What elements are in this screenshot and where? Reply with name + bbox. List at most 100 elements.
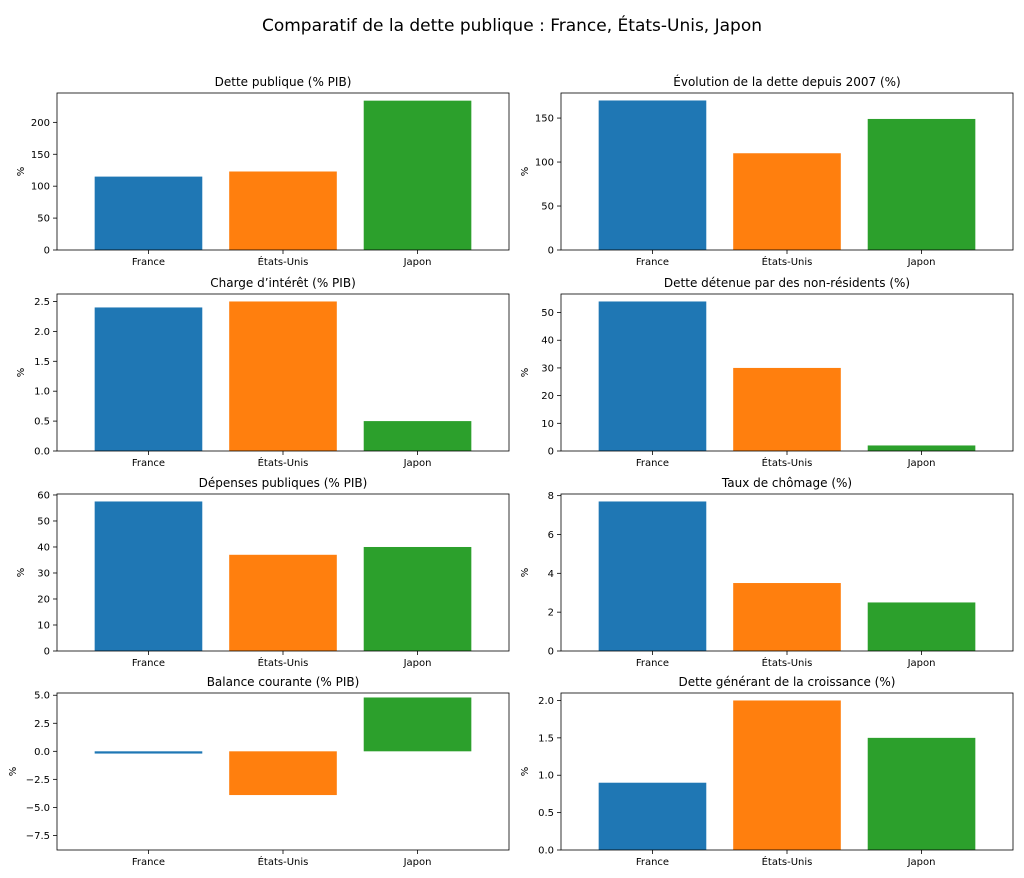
y-axis-label: % — [8, 767, 19, 777]
y-tick-label: 2.0 — [538, 696, 554, 707]
y-tick-label: 2.5 — [34, 719, 50, 730]
y-tick-label: −5.0 — [26, 803, 50, 814]
y-tick-label: 20 — [541, 391, 554, 402]
x-tick-label: France — [132, 257, 165, 268]
subplot-4: Dette détenue par des non-résidents (%) F… — [520, 276, 1014, 469]
y-tick-label: 1.0 — [538, 771, 554, 782]
y-tick-label: 0 — [548, 447, 554, 458]
bar-france — [598, 100, 707, 250]
y-tick-label: 40 — [541, 336, 554, 347]
y-tick-label: 150 — [535, 114, 554, 125]
subplot-7: Balance courante (% PIB) France États-Unis… — [8, 675, 510, 868]
y-tick-label: 0 — [44, 647, 50, 658]
subplot-2: Évolution de la dette depuis 2007 (%) Fra… — [520, 74, 1014, 268]
y-tick-label: 8 — [548, 491, 554, 502]
x-tick-label: Japon — [907, 257, 936, 268]
bar-tatsunis — [733, 153, 841, 250]
y-tick-label: 0 — [44, 246, 50, 257]
y-tick-label: 30 — [37, 568, 50, 579]
subplot-title: Dépenses publiques (% PIB) — [199, 476, 368, 490]
y-tick-label: 0 — [548, 246, 554, 257]
y-axis-label: % — [520, 568, 531, 578]
y-tick-label: 30 — [541, 363, 554, 374]
x-tick-label: Japon — [907, 458, 936, 469]
axes-frame — [56, 493, 510, 652]
x-tick-label: États-Unis — [258, 855, 309, 868]
subplot-8: Dette générant de la croissance (%) Franc… — [520, 675, 1014, 868]
figure-title: Comparatif de la dette publique : France… — [261, 16, 763, 36]
x-tick-label: France — [636, 857, 669, 868]
y-tick-label: 10 — [541, 419, 554, 430]
subplot-title: Dette générant de la croissance (%) — [679, 675, 896, 689]
y-tick-label: 20 — [37, 594, 50, 605]
x-tick-label: France — [132, 658, 165, 669]
x-tick-label: États-Unis — [762, 656, 813, 669]
y-tick-label: 100 — [535, 158, 554, 169]
bar-tatsunis — [229, 171, 337, 250]
bar-tatsunis — [733, 700, 841, 850]
y-tick-label: 1.5 — [34, 357, 50, 368]
x-tick-label: France — [132, 857, 165, 868]
x-tick-label: États-Unis — [762, 255, 813, 268]
subplot-3: Charge d’intérêt (% PIB) France États-Unis… — [16, 276, 510, 469]
bar-tatsunis — [733, 583, 841, 651]
y-tick-label: 50 — [541, 308, 554, 319]
subplot-title: Évolution de la dette depuis 2007 (%) — [673, 74, 900, 89]
y-tick-label: 0 — [548, 647, 554, 658]
bar-france — [94, 501, 203, 651]
y-tick-label: 50 — [37, 214, 50, 225]
y-axis-label: % — [16, 568, 27, 578]
axes-frame — [560, 493, 1014, 652]
x-tick-label: États-Unis — [762, 456, 813, 469]
x-tick-label: France — [132, 458, 165, 469]
subplot-5: Dépenses publiques (% PIB) France États-Un… — [16, 476, 510, 669]
x-tick-label: États-Unis — [258, 456, 309, 469]
subplot-6: Taux de chômage (%) France États-Unis Japon… — [520, 476, 1014, 669]
y-tick-label: −2.5 — [26, 775, 50, 786]
y-axis-label: % — [16, 368, 27, 378]
bar-japon — [363, 421, 472, 451]
bar-tatsunis — [229, 554, 337, 651]
axes-frame — [56, 92, 510, 251]
bar-japon — [867, 602, 976, 651]
axes-frame — [560, 692, 1014, 851]
y-tick-label: 100 — [31, 182, 50, 193]
bar-france — [598, 501, 707, 651]
bar-tatsunis — [229, 301, 337, 451]
y-tick-label: 2.5 — [34, 297, 50, 308]
subplot-1: Dette publique (% PIB) France États-Unis Ja… — [16, 75, 510, 268]
bar-france — [94, 176, 203, 250]
y-tick-label: 0.5 — [538, 808, 554, 819]
y-tick-label: 2 — [548, 608, 554, 619]
bar-tatsunis — [733, 367, 841, 451]
y-tick-label: 6 — [548, 530, 554, 541]
x-tick-label: Japon — [403, 458, 432, 469]
y-tick-label: 4 — [548, 569, 554, 580]
bar-france — [94, 307, 203, 451]
y-tick-label: 2.0 — [34, 327, 50, 338]
y-tick-label: 150 — [31, 150, 50, 161]
x-tick-label: France — [636, 257, 669, 268]
subplot-title: Taux de chômage (%) — [721, 476, 852, 490]
x-tick-label: France — [636, 458, 669, 469]
subplot-title: Dette publique (% PIB) — [215, 75, 352, 89]
y-tick-label: 0.0 — [34, 747, 50, 758]
axes-frame — [56, 293, 510, 452]
x-tick-label: Japon — [403, 658, 432, 669]
bar-japon — [867, 118, 976, 250]
y-axis-label: % — [16, 167, 27, 177]
x-tick-label: France — [636, 658, 669, 669]
x-tick-label: Japon — [403, 257, 432, 268]
y-tick-label: 1.5 — [538, 733, 554, 744]
y-tick-label: 60 — [37, 490, 50, 501]
y-axis-label: % — [520, 167, 531, 177]
x-tick-label: États-Unis — [762, 855, 813, 868]
bar-tatsunis — [229, 751, 337, 796]
y-tick-label: 0.5 — [34, 417, 50, 428]
subplot-title: Charge d’intérêt (% PIB) — [210, 276, 356, 290]
y-tick-label: −7.5 — [26, 831, 50, 842]
x-tick-label: États-Unis — [258, 255, 309, 268]
subplot-title: Balance courante (% PIB) — [207, 675, 360, 689]
y-tick-label: 50 — [541, 202, 554, 213]
